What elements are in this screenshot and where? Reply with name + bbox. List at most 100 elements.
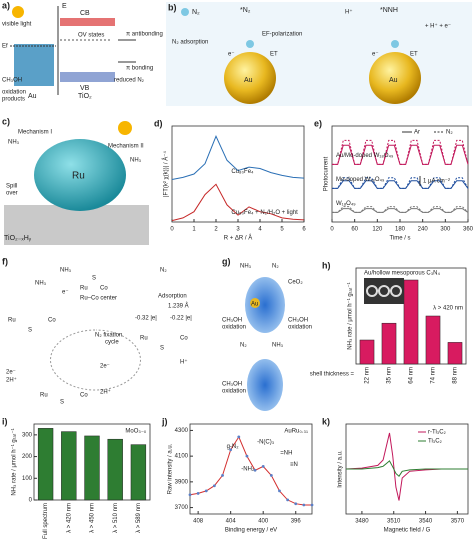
data-point <box>253 468 257 472</box>
inset-sphere <box>390 285 402 297</box>
n2-molecule <box>181 8 189 16</box>
label: NH₃ <box>60 268 72 274</box>
label: 2e⁻ <box>100 364 110 370</box>
bar <box>359 339 375 365</box>
label: TiO₂₋ₓHᵧ <box>4 235 32 242</box>
panel-c: c) Mechanism I Mechanism II NH₃ NH₃ Ru S… <box>2 116 149 245</box>
peak-label: ≡N <box>290 462 298 468</box>
label: E <box>62 3 67 10</box>
n2-line <box>332 177 469 189</box>
plot-frame <box>189 423 313 515</box>
panel-label: a) <box>2 0 10 10</box>
label: Ru–Co center <box>80 296 117 302</box>
au-sphere <box>369 52 421 104</box>
x-tick-label: 400 <box>258 519 269 525</box>
label: NH₃ <box>8 140 20 146</box>
label: CH₃OH <box>2 78 22 84</box>
panel-a: a) visible light E CB OV states π antibo… <box>2 0 163 102</box>
panel-label: b) <box>168 2 177 12</box>
x-tick-label: 3480 <box>355 519 369 525</box>
sun <box>118 121 132 135</box>
label: 1.239 Å <box>168 303 189 310</box>
x-tick-label: λ > 420 nm <box>66 503 72 533</box>
bar <box>130 444 147 501</box>
vb-band <box>60 72 115 82</box>
note: λ > 420 nm <box>433 306 463 312</box>
label: 2H⁺ <box>100 389 111 396</box>
y-axis-label: Raw intensity / a.u. <box>168 443 174 494</box>
y-tick-label: 4100 <box>175 454 189 460</box>
label: products <box>2 97 25 103</box>
data-point <box>286 498 289 502</box>
label: CH₃OH <box>222 318 242 324</box>
x-tick-label: 3510 <box>387 519 401 525</box>
y-tick-label: 3700 <box>175 505 189 511</box>
atom: Ru <box>80 286 88 292</box>
x-axis-label: Time / s <box>389 236 410 242</box>
label: Spill <box>6 184 17 190</box>
label: reduced N₂ <box>114 78 145 84</box>
series-label: r-Ti₃C₂ <box>428 430 447 436</box>
x-tick-label: 88 nm <box>453 367 459 384</box>
label: TiO₂ <box>78 93 92 100</box>
data-point <box>229 448 233 452</box>
legend-label: Ar <box>414 130 420 136</box>
atom: S <box>60 400 64 406</box>
x-tick-label: 240 <box>418 227 429 233</box>
label: Au <box>244 77 253 84</box>
group-label: W₁₈O₄₉ <box>336 201 356 207</box>
atom: Ru <box>140 336 148 342</box>
label: Ef <box>2 44 8 50</box>
group-label: Mo-doped W₁₈O₄₉ <box>336 177 385 183</box>
label: e⁻ <box>372 52 379 58</box>
x-tick-label: 408 <box>193 519 204 525</box>
chart-title: MoO₃₋ₓ <box>125 429 146 435</box>
atom: Ru <box>8 318 16 324</box>
data-point <box>310 503 314 507</box>
data-point <box>213 484 216 488</box>
x-tick-label: 0 <box>170 227 174 233</box>
label: CH₃OH <box>288 318 308 324</box>
series-label: Cu₈₀Fe₄ <box>231 169 254 175</box>
x-tick-label: 180 <box>395 227 406 233</box>
label: NH₃ <box>240 264 252 270</box>
legend-label: N₂ <box>446 130 453 136</box>
peak-label: -N(C)₃ <box>257 440 275 446</box>
label: Mechanism I <box>18 130 52 136</box>
au-particle <box>250 298 260 308</box>
ru-particle <box>34 139 126 211</box>
panel-label: f) <box>2 256 8 266</box>
panel-label: d) <box>154 118 163 128</box>
label: NH₃ <box>130 158 142 164</box>
y-tick-label: 4300 <box>175 428 189 434</box>
x-tick-label: 404 <box>226 519 237 525</box>
fit-envelope <box>189 435 312 506</box>
panel-g: g) NH₃ N₂ CeO₂ Au CH₃OH oxidation CH₃OH … <box>222 256 312 411</box>
label: CeO₂ <box>288 280 303 286</box>
x-tick-label: 0 <box>330 227 334 233</box>
panel-bg <box>166 2 472 106</box>
label: visible light <box>2 22 32 28</box>
label: Au <box>251 302 258 308</box>
label: *NNH <box>380 7 398 14</box>
data-point <box>188 493 192 497</box>
label: oxidation <box>222 325 246 331</box>
label: -0.32 |e| <box>135 316 157 322</box>
label: Ru <box>72 171 85 182</box>
data-point <box>302 503 306 507</box>
data-point <box>278 489 281 493</box>
x-tick-label: 35 nm <box>387 367 393 384</box>
label: NH₃ <box>272 343 284 349</box>
y-tick-label: 0 <box>29 498 33 504</box>
atom: Co <box>80 393 88 399</box>
ceo2-particle <box>245 277 285 333</box>
bar <box>381 322 397 365</box>
series-line <box>346 460 468 477</box>
x-tick-label: 74 nm <box>431 367 437 384</box>
x-tick-label: 6 <box>302 227 306 233</box>
bar <box>107 438 123 501</box>
bar <box>425 315 441 365</box>
label: e⁻ <box>62 290 69 296</box>
panel-b: b) N₂ *N₂ *NNH N₂ adsorption EF-polariza… <box>166 2 472 106</box>
